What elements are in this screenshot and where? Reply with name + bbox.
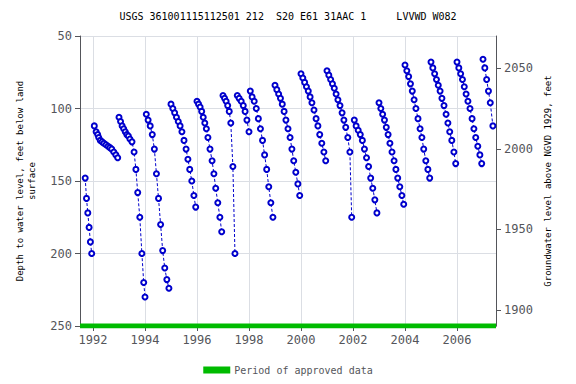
svg-text:50: 50 [58, 29, 72, 43]
svg-text:2000: 2000 [287, 333, 316, 347]
svg-text:2004: 2004 [391, 333, 420, 347]
svg-text:2000: 2000 [504, 142, 533, 156]
svg-text:Groundwater level above NGVD 1: Groundwater level above NGVD 1929, feet [543, 75, 553, 286]
svg-text:1900: 1900 [504, 303, 533, 317]
svg-text:200: 200 [50, 247, 72, 261]
svg-text:1950: 1950 [504, 222, 533, 236]
svg-text:surface: surface [27, 162, 37, 200]
svg-text:2050: 2050 [504, 61, 533, 75]
svg-text:150: 150 [50, 174, 72, 188]
svg-text:1994: 1994 [131, 333, 160, 347]
svg-text:250: 250 [50, 319, 72, 333]
svg-text:2006: 2006 [443, 333, 472, 347]
svg-text:1998: 1998 [235, 333, 264, 347]
svg-text:1996: 1996 [183, 333, 212, 347]
svg-text:2002: 2002 [339, 333, 368, 347]
svg-text:100: 100 [50, 102, 72, 116]
svg-text:Depth to water level, feet bel: Depth to water level, feet below land [15, 81, 25, 281]
svg-text:Period of approved data: Period of approved data [234, 365, 372, 376]
svg-text:1992: 1992 [79, 333, 108, 347]
svg-text:USGS 361001115112501 212 S20: USGS 361001115112501 212 S20 E61 31AAC 1… [119, 11, 456, 22]
